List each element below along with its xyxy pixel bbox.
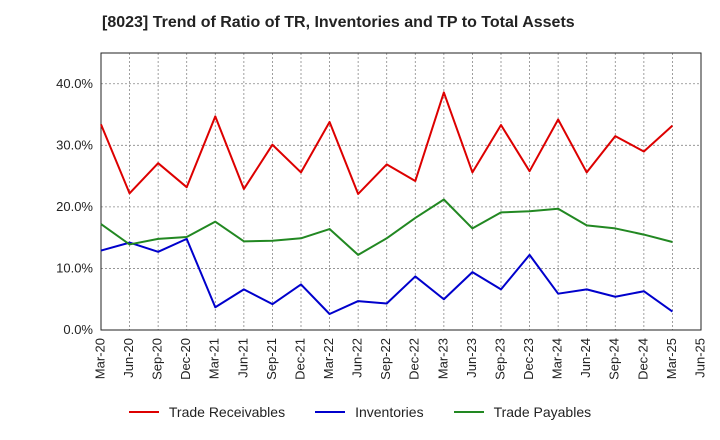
- x-tick-label: Sep-24: [607, 338, 622, 380]
- x-tick-label: Dec-20: [178, 338, 193, 380]
- chart-title: [8023] Trend of Ratio of TR, Inventories…: [102, 14, 575, 31]
- x-tick-label: Mar-21: [207, 338, 222, 379]
- series-line-trade-payables: [100, 198, 673, 256]
- x-tick-label: Mar-23: [435, 338, 450, 379]
- x-tick-label: Mar-24: [550, 338, 565, 379]
- x-tick-label: Sep-22: [378, 338, 393, 380]
- y-tick-label: 30.0%: [56, 137, 93, 152]
- x-tick-label: Jun-21: [235, 338, 250, 378]
- series-line-inventories: [100, 237, 674, 315]
- x-tick-label: Mar-20: [92, 338, 107, 379]
- series-line-trade-receivables: [100, 91, 674, 195]
- y-tick-label: 20.0%: [56, 199, 93, 214]
- legend-label-inventories: Inventories: [355, 404, 424, 420]
- x-tick-label: Sep-21: [264, 338, 279, 380]
- y-tick-label: 10.0%: [56, 260, 93, 275]
- x-tick-label: Sep-23: [492, 338, 507, 380]
- x-tick-label: Jun-22: [350, 338, 365, 378]
- plot-area: [101, 53, 701, 330]
- y-tick-label: 40.0%: [56, 76, 93, 91]
- x-tick-label: Jun-25: [692, 338, 707, 378]
- legend-swatch-trade-payables: [453, 411, 484, 413]
- x-tick-label: Sep-20: [150, 338, 165, 380]
- x-tick-label: Mar-25: [664, 338, 679, 379]
- plot-frame: [100, 52, 702, 331]
- x-tick-label: Mar-22: [321, 338, 336, 379]
- legend: Trade Receivables Inventories Trade Paya…: [0, 404, 720, 420]
- legend-swatch-inventories: [315, 411, 346, 413]
- legend-label-trade-receivables: Trade Receivables: [168, 404, 286, 420]
- x-tick-label: Dec-24: [635, 338, 650, 380]
- y-tick-label: 0.0%: [63, 322, 93, 337]
- x-tick-label: Dec-22: [407, 338, 422, 380]
- x-tick-label: Dec-23: [521, 338, 536, 380]
- legend-item-trade-receivables: Trade Receivables: [128, 404, 286, 420]
- x-tick-label: Jun-20: [121, 338, 136, 378]
- legend-label-trade-payables: Trade Payables: [493, 404, 592, 420]
- x-tick-label: Dec-21: [292, 338, 307, 380]
- legend-item-inventories: Inventories: [315, 404, 424, 420]
- legend-swatch-trade-receivables: [128, 411, 159, 413]
- x-tick-label: Jun-23: [464, 338, 479, 378]
- legend-item-trade-payables: Trade Payables: [453, 404, 592, 420]
- x-tick-label: Jun-24: [578, 338, 593, 378]
